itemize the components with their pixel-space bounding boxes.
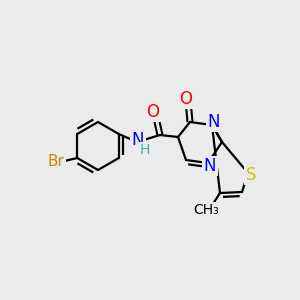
Text: N: N	[204, 157, 216, 175]
Text: CH₃: CH₃	[193, 203, 219, 217]
Text: S: S	[246, 166, 256, 184]
Text: N: N	[132, 131, 144, 149]
Text: N: N	[208, 113, 220, 131]
Text: O: O	[146, 103, 160, 121]
Text: O: O	[179, 90, 193, 108]
Text: H: H	[140, 143, 150, 157]
Text: Br: Br	[48, 154, 65, 169]
